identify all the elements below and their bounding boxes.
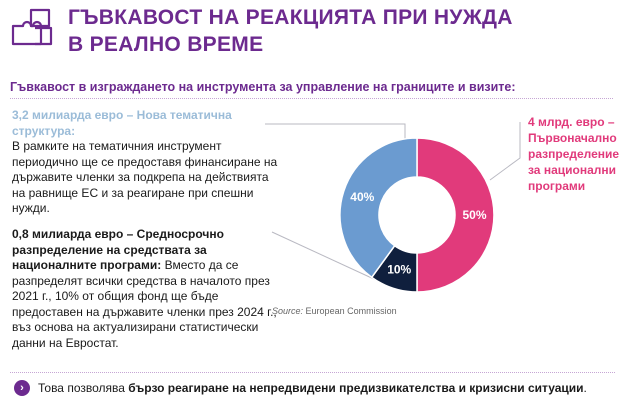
donut-slice-2 xyxy=(339,137,418,279)
slice-label-1: 10% xyxy=(387,263,411,277)
page-title: ГЪВКАВОСТ НА РЕАКЦИЯТА ПРИ НУЖДА В РЕАЛН… xyxy=(68,4,513,58)
title-line-2: В РЕАЛНО ВРЕМЕ xyxy=(68,33,264,56)
thematic-facility-text: 3,2 милиарда евро – Нова тематична струк… xyxy=(12,108,282,217)
midterm-allocation-text: 0,8 милиарда евро – Средносрочно разпред… xyxy=(12,227,278,351)
source-label: Source: xyxy=(272,306,304,316)
donut-chart: 50% 10% 40% xyxy=(265,122,521,293)
midterm-allocation-heading: 0,8 милиарда евро – Средносрочно разпред… xyxy=(12,227,224,272)
source-note: Source: European Commission xyxy=(272,306,397,316)
slice-label-2: 40% xyxy=(350,190,374,204)
footer-suffix: . xyxy=(583,381,587,395)
midterm-allocation-body: Вместо да се разпределят всички средства… xyxy=(12,258,277,350)
thematic-facility-body: В рамките на тематичния инструмент перио… xyxy=(12,139,278,215)
footer-statement: Това позволява бързо реагиране на непред… xyxy=(38,381,587,395)
puzzle-icon xyxy=(11,8,53,46)
national-programmes-heading: 4 млрд. евро – Първоначално разпределени… xyxy=(528,115,620,193)
slice-label-0: 50% xyxy=(462,208,486,222)
donut-slice-0 xyxy=(416,137,495,293)
chevron-right-icon: › xyxy=(14,380,30,396)
source-text: European Commission xyxy=(305,306,397,316)
leader-line-thematic xyxy=(265,123,406,146)
section-subtitle: Гъвкавост в изграждането на инструмента … xyxy=(10,80,516,94)
divider xyxy=(10,372,615,373)
footer-prefix: Това позволява xyxy=(38,381,129,395)
footer-bold: бързо реагиране на непредвидени предизви… xyxy=(128,381,584,395)
divider xyxy=(10,98,613,99)
leader-line-national xyxy=(489,122,521,181)
thematic-facility-heading: 3,2 милиарда евро – Нова тематична струк… xyxy=(12,108,232,138)
title-line-1: ГЪВКАВОСТ НА РЕАКЦИЯТА ПРИ НУЖДА xyxy=(68,6,513,29)
leader-line-midterm xyxy=(271,231,377,281)
national-programmes-text: 4 млрд. евро – Първоначално разпределени… xyxy=(528,114,628,194)
